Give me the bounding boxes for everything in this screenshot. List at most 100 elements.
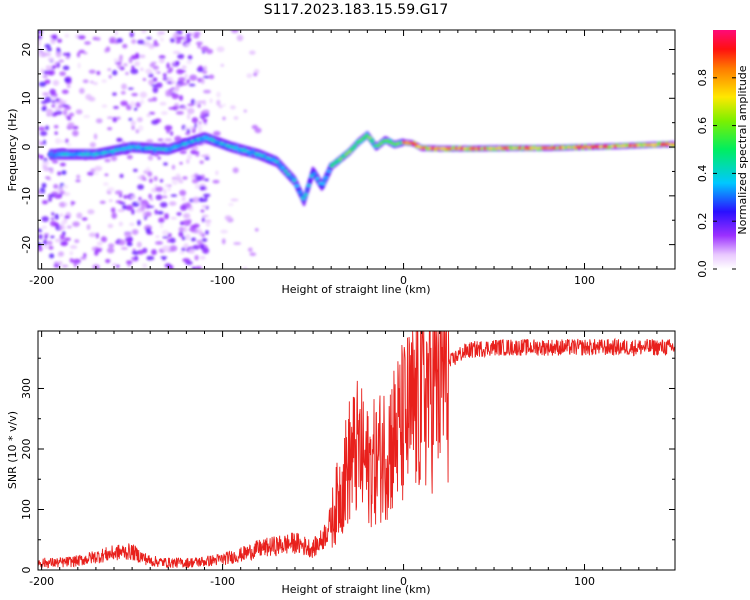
noise-blob (141, 200, 147, 204)
ridge-core (289, 175, 294, 179)
noise-blob (247, 248, 252, 251)
noise-blob (137, 176, 143, 179)
noise-blob (164, 125, 173, 131)
noise-blob (113, 58, 120, 63)
noise-blob (51, 66, 56, 70)
noise-blob (160, 37, 164, 42)
noise-blob (106, 247, 115, 254)
noise-blob (78, 49, 85, 54)
noise-blob (66, 84, 71, 89)
noise-blob (151, 119, 159, 125)
noise-blob (112, 92, 117, 96)
noise-blob (147, 98, 154, 102)
noise-blob (204, 219, 212, 223)
noise-blob (208, 74, 215, 80)
noise-blob (205, 230, 209, 235)
ridge-core (326, 169, 332, 173)
noise-blob (165, 89, 174, 96)
ridge-core (352, 144, 358, 148)
noise-blob (60, 220, 65, 227)
noise-blob (109, 40, 116, 44)
ridge-core (338, 157, 343, 161)
noise-blob (59, 183, 65, 186)
noise-blob (41, 200, 48, 205)
noise-blob (193, 31, 201, 36)
noise-blob (145, 68, 153, 74)
noise-blob (182, 219, 191, 226)
noise-blob (187, 107, 195, 115)
noise-blob (194, 254, 199, 261)
ridge-band (48, 130, 675, 207)
noise-blob (84, 41, 91, 45)
ridge-core (410, 141, 416, 145)
noise-blob (162, 257, 166, 261)
noise-blob (168, 201, 177, 206)
noise-blob (161, 195, 168, 199)
noise-blob (183, 226, 188, 233)
noise-blob (39, 154, 43, 160)
noise-blob (69, 251, 74, 256)
colorbar-ticks: 0.0 0.2 0.4 0.6 0.8 (696, 69, 736, 278)
noise-blob (221, 238, 226, 245)
noise-blob (118, 221, 123, 227)
y-tick-label: 0 (20, 567, 33, 574)
spectrogram-frame (37, 29, 676, 270)
noise-blob (187, 103, 195, 107)
noise-blob (216, 91, 221, 98)
noise-blob (57, 38, 63, 43)
noise-blob (131, 65, 135, 71)
ridge-core (309, 174, 314, 178)
noise-blob (88, 232, 97, 238)
noise-blob (61, 89, 69, 95)
noise-blob (126, 154, 133, 160)
noise-blob (200, 154, 209, 158)
noise-blob (172, 50, 181, 55)
noise-blob (99, 200, 106, 204)
noise-blob (170, 37, 175, 43)
noise-blob (39, 131, 48, 136)
noise-blob (178, 95, 184, 101)
noise-blob (182, 176, 188, 180)
ridge-core (292, 179, 297, 182)
noise-blob (125, 71, 129, 76)
noise-blob (118, 239, 126, 246)
noise-blob (126, 260, 133, 265)
noise-blob (108, 199, 113, 202)
noise-blob (137, 39, 145, 45)
ridge-core (370, 140, 375, 144)
noise-blob (136, 241, 142, 248)
noise-blob (175, 110, 184, 115)
noise-blob (101, 79, 107, 83)
noise-blob (158, 55, 166, 60)
noise-blob (131, 38, 137, 45)
noise-blob (164, 183, 169, 187)
noise-blob (149, 178, 153, 184)
noise-blob (243, 266, 248, 269)
noise-blob (42, 139, 47, 145)
noise-blob (169, 237, 176, 244)
noise-blob (41, 106, 47, 112)
ridge-core (335, 159, 340, 163)
noise-blob (87, 209, 95, 215)
noise-blob (140, 99, 144, 105)
y-tick-label: 200 (20, 438, 33, 459)
noise-blob (51, 96, 56, 101)
noise-blob (163, 188, 167, 195)
noise-blob (137, 249, 144, 255)
noise-blob (142, 247, 148, 254)
ridge-core (671, 142, 675, 146)
noise-blob (134, 60, 140, 67)
noise-blob (59, 234, 65, 241)
noise-blob (148, 193, 152, 199)
noise-blob (157, 156, 161, 160)
noise-blob (50, 235, 55, 239)
noise-blob (61, 104, 70, 107)
noise-blob (199, 255, 206, 260)
spectrogram-ylabel: Frequency (Hz) (6, 109, 19, 192)
noise-blob (78, 35, 86, 40)
noise-blob (145, 167, 151, 172)
noise-blob (201, 78, 205, 85)
noise-blob (59, 190, 65, 195)
noise-blob (175, 36, 183, 41)
noise-blob (181, 106, 188, 110)
